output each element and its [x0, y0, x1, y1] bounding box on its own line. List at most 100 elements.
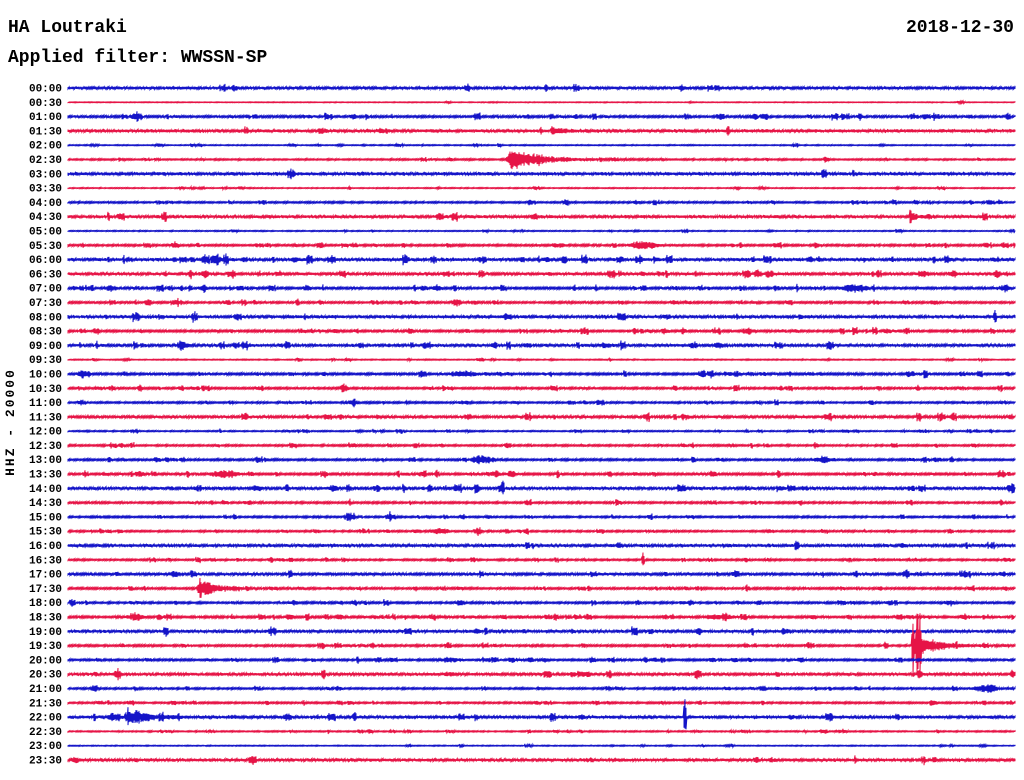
trace-row: 19:30: [29, 613, 1016, 677]
row-time-label: 01:30: [29, 126, 62, 138]
trace-row: 04:30: [29, 209, 1016, 224]
trace-row: 00:30: [29, 98, 1016, 110]
y-axis-channel-label: HHZ - 20000: [3, 368, 18, 476]
trace-row-polyline: [67, 480, 1016, 495]
trace-row: 06:00: [29, 253, 1016, 267]
row-time-label: 20:00: [29, 655, 62, 667]
trace-row: 16:30: [29, 552, 1016, 567]
trace-row: 12:00: [29, 427, 1016, 439]
row-time-label: 16:00: [29, 541, 62, 553]
trace-row: 08:30: [29, 326, 1016, 339]
trace-row-polyline: [67, 168, 1016, 180]
trace-row-polyline: [67, 552, 1016, 566]
row-time-label: 20:30: [29, 670, 62, 682]
trace-row: 08:00: [29, 309, 1016, 324]
trace-row-polyline: [67, 228, 1016, 235]
trace-row: 20:30: [29, 667, 1016, 682]
trace-row-polyline: [67, 209, 1016, 224]
trace-row-polyline: [67, 253, 1016, 266]
row-time-label: 03:30: [29, 184, 62, 196]
trace-row: 20:00: [29, 655, 1016, 667]
trace-row-polyline: [67, 99, 1016, 106]
row-time-label: 08:30: [29, 327, 62, 339]
trace-row-polyline: [67, 511, 1016, 522]
trace-row: 03:00: [29, 168, 1016, 181]
row-time-label: 16:30: [29, 555, 62, 567]
trace-row-polyline: [67, 569, 1016, 579]
trace-row: 10:00: [29, 369, 1016, 382]
trace-row-polyline: [67, 111, 1016, 122]
row-time-label: 05:00: [29, 227, 62, 239]
trace-row-polyline: [67, 626, 1016, 637]
row-time-label: 04:00: [29, 198, 62, 210]
trace-row-polyline: [67, 427, 1016, 435]
row-time-label: 02:30: [29, 155, 62, 167]
row-time-label: 00:00: [29, 84, 62, 96]
trace-row: 07:30: [29, 297, 1016, 310]
row-time-label: 18:30: [29, 613, 62, 625]
row-time-label: 13:00: [29, 455, 62, 467]
row-time-label: 14:00: [29, 484, 62, 496]
trace-row-polyline: [67, 699, 1016, 730]
trace-row-polyline: [67, 326, 1016, 336]
trace-row-polyline: [67, 656, 1016, 664]
row-time-label: 09:00: [29, 341, 62, 353]
trace-row-polyline: [67, 540, 1016, 551]
row-time-label: 23:00: [29, 741, 62, 753]
trace-row: 23:00: [29, 741, 1016, 753]
trace-row-polyline: [67, 613, 1016, 677]
row-time-label: 19:30: [29, 641, 62, 653]
row-time-label: 15:00: [29, 512, 62, 524]
row-time-label: 02:00: [29, 141, 62, 153]
row-time-label: 10:00: [29, 370, 62, 382]
row-time-label: 07:30: [29, 298, 62, 310]
trace-row: 00:00: [29, 84, 1016, 96]
trace-row: 16:00: [29, 540, 1016, 553]
row-time-label: 13:30: [29, 470, 62, 482]
row-time-label: 04:30: [29, 212, 62, 224]
trace-row: 23:30: [29, 755, 1016, 768]
row-time-label: 08:00: [29, 312, 62, 324]
trace-row-polyline: [67, 412, 1016, 423]
applied-filter-label: Applied filter: WWSSN-SP: [8, 48, 268, 68]
trace-row: 21:30: [29, 698, 1016, 710]
row-time-label: 11:00: [29, 398, 62, 410]
row-time-label: 00:30: [29, 98, 62, 110]
row-time-label: 10:30: [29, 384, 62, 396]
trace-row: 15:30: [29, 527, 1016, 539]
row-time-label: 12:30: [29, 441, 62, 453]
trace-row-polyline: [67, 577, 1016, 598]
row-time-label: 22:30: [29, 727, 62, 739]
trace-row-polyline: [67, 699, 1016, 707]
trace-row: 01:00: [29, 111, 1016, 124]
trace-row-polyline: [67, 755, 1016, 766]
trace-row: 22:00: [29, 699, 1016, 730]
trace-row-polyline: [67, 742, 1016, 750]
trace-row-polyline: [67, 283, 1016, 293]
row-time-label: 19:00: [29, 627, 62, 639]
trace-row-polyline: [67, 398, 1016, 408]
trace-row: 13:00: [29, 455, 1016, 467]
row-time-label: 21:30: [29, 698, 62, 710]
row-time-label: 01:00: [29, 112, 62, 124]
trace-row-polyline: [67, 684, 1016, 693]
trace-row: 09:30: [29, 355, 1016, 367]
trace-row: 14:00: [29, 480, 1016, 496]
trace-row: 22:30: [29, 727, 1016, 739]
trace-row: 21:00: [29, 684, 1016, 696]
row-time-label: 17:30: [29, 584, 62, 596]
trace-row: 05:30: [29, 241, 1016, 253]
station-title: HA Loutraki: [8, 18, 127, 38]
trace-row-polyline: [67, 151, 1016, 170]
row-time-label: 06:30: [29, 269, 62, 281]
trace-row-polyline: [67, 369, 1016, 379]
trace-row: 17:30: [29, 577, 1016, 598]
trace-row-polyline: [67, 125, 1016, 136]
row-time-label: 12:00: [29, 427, 62, 439]
trace-row: 02:00: [29, 141, 1016, 153]
trace-row: 15:00: [29, 511, 1016, 524]
trace-row-polyline: [67, 469, 1016, 479]
row-time-label: 18:00: [29, 598, 62, 610]
trace-row: 13:30: [29, 469, 1016, 482]
